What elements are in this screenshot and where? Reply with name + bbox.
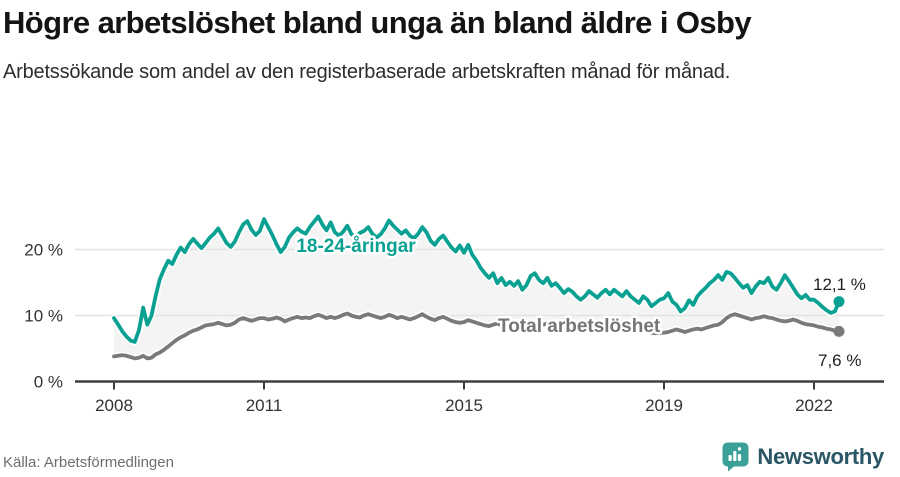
- unemployment-line-chart: 0 % 10 % 20 % 2008 2011 2015 2019 2022 18-24-å…: [24, 213, 884, 415]
- series-label-youth: 18-24-åringar: [296, 236, 416, 257]
- series-label-total: Total arbetslöshet: [498, 316, 661, 337]
- end-value-label-youth: 12,1 %: [813, 275, 866, 294]
- end-dot-total: [833, 325, 845, 337]
- end-dot-youth: [833, 296, 845, 308]
- y-axis-tick-label: 20 %: [24, 241, 63, 260]
- newsworthy-bubble-chart-icon: [722, 442, 749, 472]
- chart-subtitle: Arbetssökande som andel av den registerb…: [3, 60, 731, 83]
- x-axis-tick-label: 2008: [95, 396, 133, 415]
- line-youth-unemployment: [112, 214, 841, 344]
- newsworthy-wordmark: Newsworthy: [757, 444, 884, 469]
- x-axis-tick-label: 2015: [445, 396, 483, 415]
- y-axis-tick-label: 0 %: [34, 373, 63, 392]
- y-axis-tick-label: 10 %: [24, 307, 63, 326]
- line-total-unemployment: [112, 311, 841, 361]
- x-axis-tick-label: 2022: [795, 396, 833, 415]
- page-title: Högre arbetslöshet bland unga än bland ä…: [3, 5, 752, 40]
- end-value-label-total: 7,6 %: [818, 351, 861, 370]
- x-axis-tick-label: 2019: [645, 396, 683, 415]
- area-between-series: [114, 216, 839, 359]
- x-axis-tick-label: 2011: [246, 396, 283, 415]
- header: Högre arbetslöshet bland unga än bland ä…: [0, 3, 900, 87]
- newsworthy-logo[interactable]: Newsworthy: [722, 442, 884, 472]
- source-caption: Källa: Arbetsförmedlingen: [3, 454, 174, 471]
